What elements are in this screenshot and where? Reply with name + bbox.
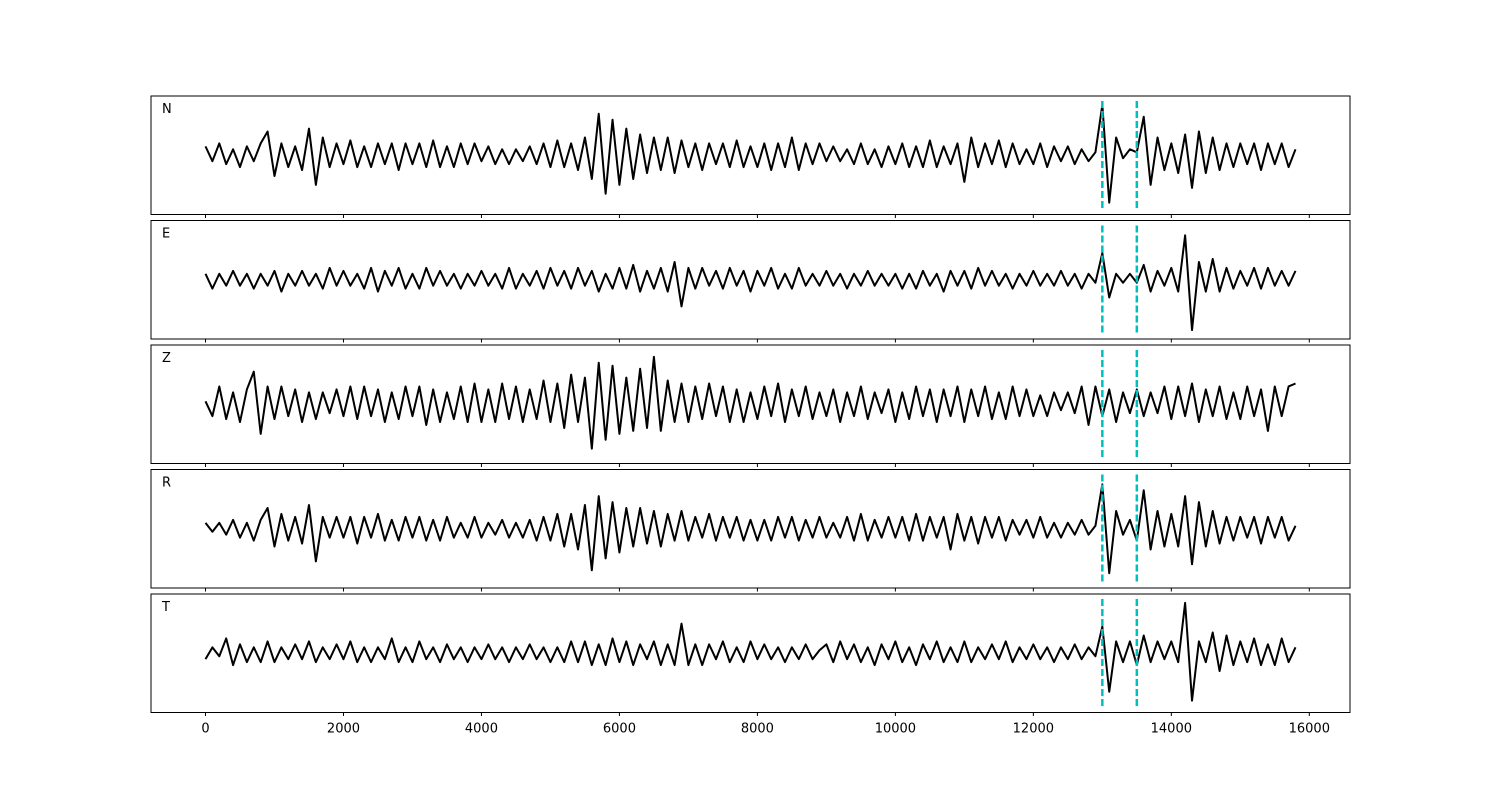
trace-line (204, 103, 1297, 204)
x-tick-label: 8000 (741, 722, 774, 737)
trace-line (204, 355, 1296, 450)
x-tick-label: 0 (201, 722, 209, 737)
panel-frame (151, 345, 1350, 464)
panel-label: N (162, 102, 172, 117)
x-tick-label: 2000 (327, 722, 360, 737)
panel-border (150, 469, 1351, 589)
panel-frame (151, 220, 1350, 339)
panel-border (150, 220, 1351, 340)
panel-frame (151, 96, 1350, 215)
trace-line (204, 483, 1297, 575)
x-tick-label: 4000 (465, 722, 498, 737)
panel-label: E (162, 227, 170, 242)
trace-line (204, 234, 1297, 332)
panel-frame (151, 594, 1350, 713)
trace-line (204, 601, 1297, 702)
x-tick-label: 16000 (1289, 722, 1330, 737)
panel-label: Z (162, 351, 171, 366)
x-tick-label: 14000 (1151, 722, 1192, 737)
panel-border (150, 95, 1351, 215)
panel-border (150, 593, 1351, 713)
panel-label: R (162, 476, 171, 491)
x-tick-label: 12000 (1013, 722, 1054, 737)
x-tick-label: 10000 (875, 722, 916, 737)
panel-border (150, 344, 1351, 464)
panel-frame (151, 469, 1350, 588)
x-tick-label: 6000 (603, 722, 636, 737)
panel-label: T (161, 600, 170, 615)
